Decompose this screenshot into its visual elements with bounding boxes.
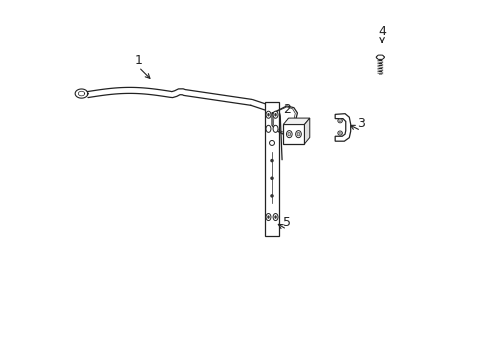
- Ellipse shape: [337, 131, 342, 135]
- Ellipse shape: [296, 132, 299, 136]
- Bar: [283, 125, 304, 144]
- Text: 2: 2: [283, 103, 290, 116]
- Ellipse shape: [287, 132, 290, 136]
- Circle shape: [270, 159, 273, 162]
- Ellipse shape: [376, 55, 384, 59]
- Polygon shape: [375, 55, 384, 59]
- Ellipse shape: [272, 111, 278, 118]
- Circle shape: [270, 176, 273, 180]
- Polygon shape: [283, 118, 309, 125]
- Bar: [264, 102, 279, 237]
- Polygon shape: [304, 118, 309, 144]
- Ellipse shape: [274, 113, 276, 117]
- Ellipse shape: [269, 140, 274, 145]
- Polygon shape: [334, 114, 350, 141]
- Text: 1: 1: [135, 54, 142, 67]
- Ellipse shape: [286, 131, 291, 138]
- Ellipse shape: [295, 131, 301, 138]
- Ellipse shape: [265, 125, 270, 132]
- Ellipse shape: [267, 113, 269, 117]
- Ellipse shape: [338, 120, 341, 122]
- Ellipse shape: [337, 118, 342, 123]
- Ellipse shape: [274, 215, 276, 219]
- Text: 5: 5: [282, 216, 290, 229]
- Ellipse shape: [272, 213, 278, 221]
- Ellipse shape: [265, 111, 270, 118]
- Text: 4: 4: [377, 25, 385, 38]
- Ellipse shape: [265, 213, 270, 221]
- Ellipse shape: [338, 132, 341, 134]
- Ellipse shape: [267, 215, 269, 219]
- Circle shape: [270, 194, 273, 198]
- Text: 3: 3: [356, 117, 364, 130]
- Ellipse shape: [272, 125, 278, 132]
